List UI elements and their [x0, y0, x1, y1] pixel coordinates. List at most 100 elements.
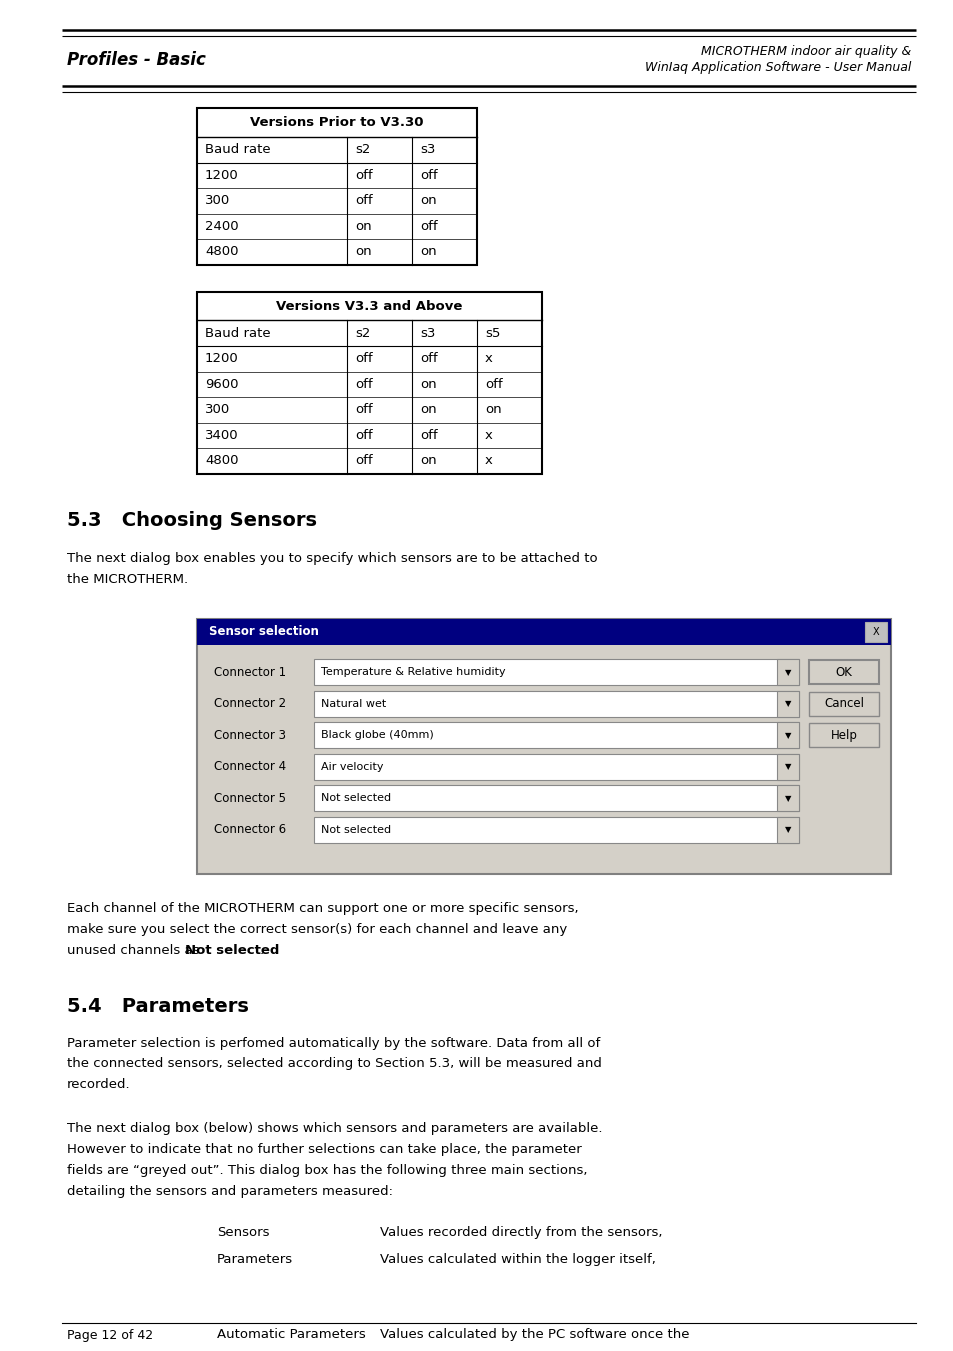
- Text: recorded.: recorded.: [67, 1078, 131, 1092]
- Text: Profiles - Basic: Profiles - Basic: [67, 51, 206, 69]
- Text: Natural wet: Natural wet: [320, 698, 386, 709]
- Text: make sure you select the correct sensor(s) for each channel and leave any: make sure you select the correct sensor(…: [67, 923, 567, 935]
- Text: off: off: [355, 353, 373, 365]
- Text: off: off: [355, 378, 373, 390]
- Text: Temperature & Relative humidity: Temperature & Relative humidity: [320, 667, 505, 677]
- Bar: [808, 692, 878, 716]
- Text: s3: s3: [419, 327, 435, 339]
- Text: ▼: ▼: [784, 825, 790, 835]
- Text: 300: 300: [205, 195, 230, 207]
- Text: x: x: [484, 428, 493, 442]
- Text: Connector 2: Connector 2: [213, 697, 286, 711]
- Text: Versions Prior to V3.30: Versions Prior to V3.30: [250, 116, 423, 128]
- Text: The next dialog box enables you to specify which sensors are to be attached to: The next dialog box enables you to speci…: [67, 551, 597, 565]
- Text: ▼: ▼: [784, 794, 790, 802]
- Text: ▼: ▼: [784, 667, 790, 677]
- Text: Not selected: Not selected: [320, 793, 391, 804]
- Text: off: off: [419, 220, 437, 232]
- Bar: [776, 817, 799, 843]
- Bar: [808, 661, 878, 684]
- Bar: [314, 754, 799, 780]
- Text: x: x: [484, 353, 493, 365]
- Text: off: off: [419, 353, 437, 365]
- Text: ▼: ▼: [784, 731, 790, 740]
- Text: off: off: [355, 403, 373, 416]
- Bar: [196, 619, 890, 874]
- Text: 4800: 4800: [205, 246, 238, 258]
- Bar: [314, 690, 799, 717]
- Text: ▼: ▼: [784, 700, 790, 708]
- Text: Connector 1: Connector 1: [213, 666, 286, 678]
- Text: MICROTHERM indoor air quality &: MICROTHERM indoor air quality &: [700, 46, 910, 58]
- Text: 5.4   Parameters: 5.4 Parameters: [67, 997, 249, 1016]
- Text: on: on: [419, 378, 436, 390]
- Text: the MICROTHERM.: the MICROTHERM.: [67, 573, 188, 585]
- Bar: [776, 723, 799, 748]
- Text: s2: s2: [355, 327, 370, 339]
- Text: Baud rate: Baud rate: [205, 143, 271, 157]
- Text: on: on: [355, 220, 372, 232]
- Text: off: off: [355, 428, 373, 442]
- Text: s2: s2: [355, 143, 370, 157]
- Text: on: on: [419, 195, 436, 207]
- Text: Versions V3.3 and Above: Versions V3.3 and Above: [276, 300, 462, 312]
- Text: off: off: [355, 454, 373, 467]
- Bar: [776, 754, 799, 780]
- Bar: [314, 785, 799, 811]
- Text: Help: Help: [830, 728, 857, 742]
- Bar: [314, 723, 799, 748]
- Text: Values calculated by the PC software once the: Values calculated by the PC software onc…: [379, 1328, 689, 1340]
- Text: Values recorded directly from the sensors,: Values recorded directly from the sensor…: [379, 1225, 661, 1239]
- Text: on: on: [484, 403, 501, 416]
- Text: Connector 4: Connector 4: [213, 761, 286, 773]
- Text: Sensors: Sensors: [216, 1225, 269, 1239]
- Text: 2400: 2400: [205, 220, 238, 232]
- Text: ▼: ▼: [784, 762, 790, 771]
- Bar: [808, 723, 878, 747]
- Text: Each channel of the MICROTHERM can support one or more specific sensors,: Each channel of the MICROTHERM can suppo…: [67, 901, 578, 915]
- Text: However to indicate that no further selections can take place, the parameter: However to indicate that no further sele…: [67, 1143, 581, 1155]
- Text: X: X: [872, 627, 879, 636]
- Text: Connector 3: Connector 3: [213, 728, 286, 742]
- Text: fields are “greyed out”. This dialog box has the following three main sections,: fields are “greyed out”. This dialog box…: [67, 1163, 587, 1177]
- Text: OK: OK: [835, 666, 852, 678]
- Text: s3: s3: [419, 143, 435, 157]
- Text: s5: s5: [484, 327, 500, 339]
- Text: Page 12 of 42: Page 12 of 42: [67, 1329, 153, 1342]
- Text: Not selected: Not selected: [320, 824, 391, 835]
- Text: Connector 6: Connector 6: [213, 823, 286, 836]
- Bar: [776, 659, 799, 685]
- Bar: [776, 690, 799, 717]
- Text: unused channels as: unused channels as: [67, 943, 204, 957]
- Text: off: off: [355, 195, 373, 207]
- Text: Cancel: Cancel: [823, 697, 863, 711]
- Text: on: on: [355, 246, 372, 258]
- Bar: [776, 785, 799, 811]
- Text: on: on: [419, 403, 436, 416]
- Text: on: on: [419, 454, 436, 467]
- Text: Connector 5: Connector 5: [213, 792, 286, 805]
- Bar: [314, 817, 799, 843]
- Bar: [864, 621, 886, 642]
- Bar: [196, 108, 476, 265]
- Text: Air velocity: Air velocity: [320, 762, 383, 771]
- Text: Values calculated within the logger itself,: Values calculated within the logger itse…: [379, 1252, 656, 1266]
- Text: 5.3   Choosing Sensors: 5.3 Choosing Sensors: [67, 512, 316, 531]
- Text: on: on: [419, 246, 436, 258]
- Bar: [196, 292, 541, 473]
- Text: 3400: 3400: [205, 428, 238, 442]
- Text: 4800: 4800: [205, 454, 238, 467]
- Text: 1200: 1200: [205, 353, 238, 365]
- Text: Not selected: Not selected: [185, 943, 279, 957]
- Text: Sensor selection: Sensor selection: [209, 626, 318, 638]
- Bar: [314, 659, 799, 685]
- Text: Baud rate: Baud rate: [205, 327, 271, 339]
- Text: off: off: [355, 169, 373, 182]
- Text: The next dialog box (below) shows which sensors and parameters are available.: The next dialog box (below) shows which …: [67, 1121, 602, 1135]
- Text: 300: 300: [205, 403, 230, 416]
- Text: detailing the sensors and parameters measured:: detailing the sensors and parameters mea…: [67, 1185, 393, 1197]
- Text: 1200: 1200: [205, 169, 238, 182]
- Text: the connected sensors, selected according to Section 5.3, will be measured and: the connected sensors, selected accordin…: [67, 1058, 601, 1070]
- Text: Parameter selection is perfomed automatically by the software. Data from all of: Parameter selection is perfomed automati…: [67, 1036, 599, 1050]
- Text: Black globe (40mm): Black globe (40mm): [320, 731, 434, 740]
